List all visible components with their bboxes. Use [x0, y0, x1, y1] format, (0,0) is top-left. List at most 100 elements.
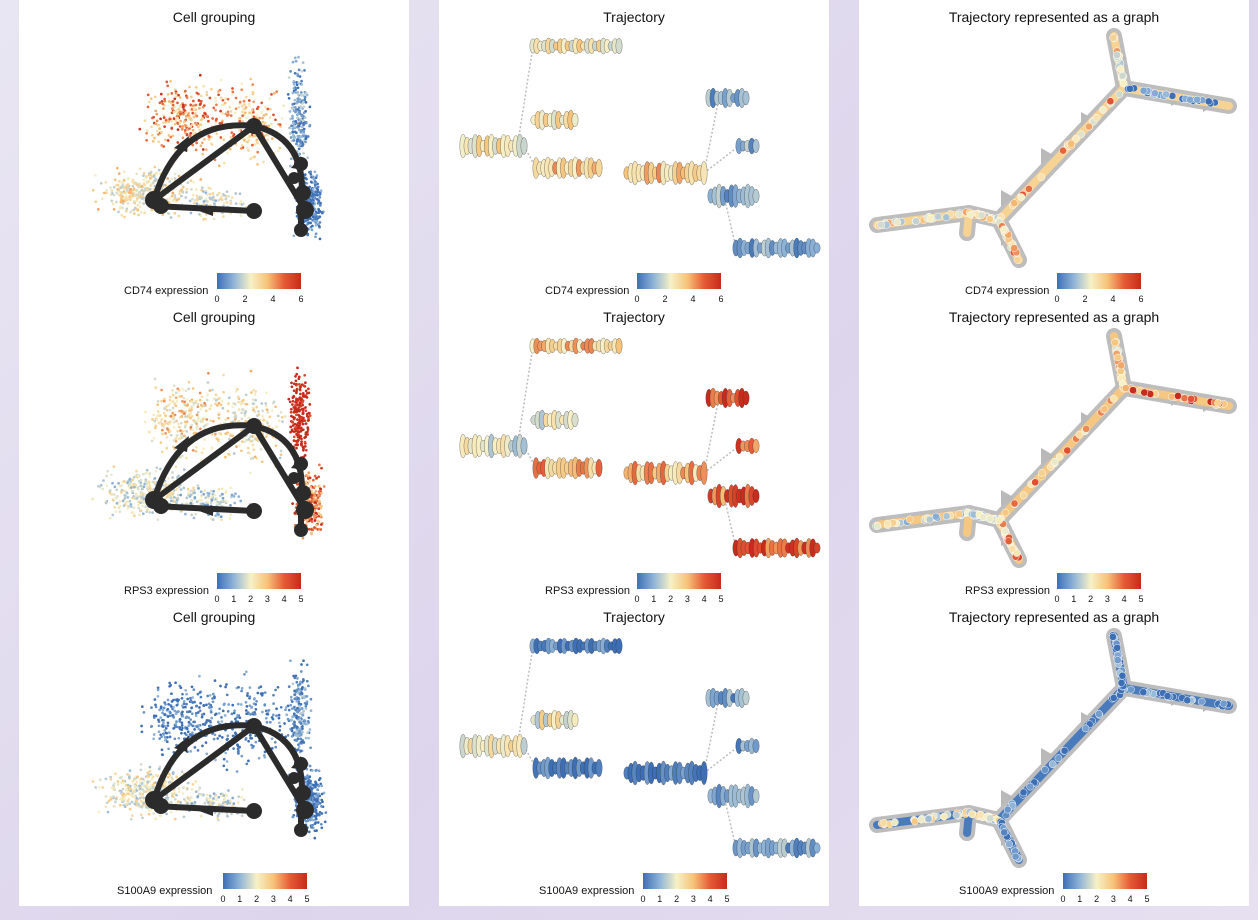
cell-point	[317, 784, 321, 788]
cell-point	[115, 166, 119, 170]
cell-point	[311, 175, 315, 179]
cell-point	[304, 422, 308, 425]
cell-point	[162, 183, 166, 187]
cell-point	[229, 110, 233, 113]
cell-point	[315, 523, 318, 527]
cell-point	[318, 204, 322, 207]
cell-point	[219, 432, 223, 436]
cell-point	[317, 494, 320, 497]
cell-point	[157, 123, 160, 127]
cell-point	[199, 701, 202, 705]
cell-point	[314, 817, 318, 821]
cell-point	[222, 373, 225, 377]
cell-point	[190, 489, 194, 492]
cell-point	[145, 138, 148, 142]
cell-point	[191, 387, 195, 390]
cell-point	[169, 415, 173, 418]
cell-point	[240, 88, 244, 92]
cell-point	[171, 411, 175, 415]
cell-point	[148, 475, 152, 478]
cell-point	[220, 487, 224, 491]
cell-point	[171, 471, 174, 474]
cell-point	[244, 419, 248, 423]
cell-point	[168, 180, 172, 183]
cell-point	[214, 399, 218, 402]
trajectory-node	[294, 157, 308, 171]
cell-point	[160, 131, 163, 134]
cell-point	[173, 211, 177, 215]
cell-point	[314, 505, 317, 508]
cell-point	[298, 727, 302, 731]
cell-point	[254, 398, 257, 402]
cell-point	[128, 807, 132, 811]
cell-point	[195, 422, 199, 426]
cell-point	[287, 76, 291, 79]
cell-point	[295, 441, 299, 445]
cell-point	[177, 736, 181, 740]
cell-point	[204, 409, 208, 413]
cell-point	[139, 498, 143, 502]
cell-point	[147, 775, 150, 778]
violin-slice	[595, 459, 603, 477]
cell-point	[185, 133, 189, 136]
cell-point	[181, 400, 184, 403]
cell-point	[140, 724, 143, 728]
cell-point	[139, 509, 143, 513]
cell-point	[194, 103, 198, 107]
cell-point	[172, 105, 176, 109]
cell-point	[117, 481, 120, 485]
cell-point	[238, 716, 242, 720]
cell-point	[185, 702, 188, 706]
cell-point	[294, 674, 298, 678]
cell-point	[293, 135, 296, 139]
cell-point	[108, 489, 112, 492]
cell-point	[110, 189, 114, 192]
cell-point	[161, 428, 164, 432]
cell-point	[185, 710, 189, 714]
cell-point	[219, 403, 223, 407]
cell-point	[180, 127, 184, 131]
cell-point	[277, 716, 281, 720]
cell-point	[142, 790, 146, 794]
cell-point	[226, 710, 230, 713]
cell-point	[242, 99, 246, 103]
cell-point	[252, 388, 256, 392]
cell-point	[122, 489, 126, 493]
cell-point	[223, 101, 227, 105]
cell-point	[209, 142, 213, 145]
cell-point	[279, 453, 283, 457]
trajectory-edge	[151, 422, 257, 503]
cell-point	[192, 516, 196, 520]
cell-point	[205, 193, 209, 197]
cell-point	[214, 108, 217, 112]
cell-point	[292, 121, 295, 125]
cell-point	[110, 786, 114, 789]
cell-point	[169, 420, 172, 424]
cell-point	[227, 402, 230, 405]
cell-point	[217, 90, 220, 93]
cell-point	[303, 69, 306, 72]
cell-point	[165, 80, 169, 84]
cell-point	[202, 447, 205, 451]
cell-point	[221, 112, 224, 115]
cell-point	[297, 55, 300, 59]
cell-point	[305, 663, 309, 667]
cell-point	[111, 481, 114, 485]
violin	[459, 133, 528, 159]
cell-point	[195, 188, 198, 191]
cell-point	[147, 482, 151, 485]
cell-point	[180, 731, 183, 735]
cell-point	[152, 436, 156, 440]
cell-point	[186, 181, 190, 185]
cell-point	[241, 114, 244, 118]
cell-point	[167, 100, 171, 103]
cell-point	[296, 734, 300, 738]
legend-tick-label: 2	[662, 294, 668, 304]
cell-point	[290, 707, 294, 711]
cell-point	[141, 504, 144, 508]
cell-point	[155, 171, 158, 175]
cell-point	[181, 103, 185, 107]
cell-point	[189, 493, 193, 497]
cell-point	[158, 101, 162, 105]
